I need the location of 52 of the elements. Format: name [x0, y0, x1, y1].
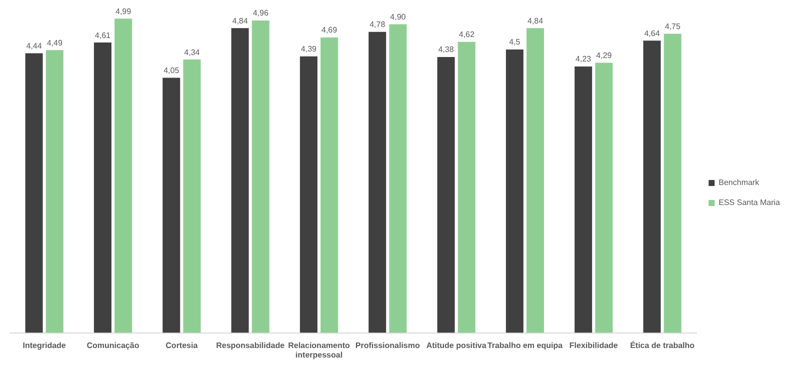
bar: [368, 32, 386, 333]
x-tick-label: Flexibilidade: [569, 340, 618, 350]
bar: [252, 20, 270, 333]
bar: [231, 28, 249, 333]
data-label: 4,84: [232, 16, 248, 26]
data-label: 4,23: [576, 54, 592, 64]
legend-label: Benchmark: [718, 178, 760, 188]
data-label: 4,69: [321, 26, 338, 35]
data-label: 4,34: [184, 48, 200, 57]
x-tick-label: Cortesia: [166, 340, 198, 350]
bar: [437, 57, 455, 333]
data-label: 4,78: [370, 20, 386, 30]
bar: [526, 28, 544, 333]
data-label: 4,99: [116, 6, 132, 16]
data-label: 4,29: [596, 50, 612, 60]
data-label: 4,62: [458, 30, 475, 40]
bar: [46, 50, 64, 333]
data-label: 4,75: [664, 22, 681, 31]
bar: [595, 62, 613, 333]
data-label: 4,84: [527, 16, 544, 26]
bar: [506, 49, 524, 333]
data-label: 4,05: [164, 66, 180, 76]
bar: [643, 40, 661, 333]
x-tick-label: Profissionalismo: [355, 340, 420, 350]
x-tick-label: Integridade: [22, 340, 66, 350]
data-label: 4,39: [300, 44, 318, 54]
bar: [389, 24, 407, 333]
data-label: 4,61: [94, 30, 112, 40]
data-label: 4,96: [252, 8, 269, 18]
x-tick-label: Ética de trabalho: [630, 340, 695, 350]
data-label: 4,44: [26, 41, 42, 50]
bar: [458, 42, 476, 333]
bar: [574, 66, 592, 333]
x-tick-label: Relacionamento interpessoal: [288, 340, 350, 360]
bar: [320, 38, 338, 333]
x-tick-label: Comunicação: [86, 340, 140, 350]
legend-label: ESS Santa Maria: [718, 198, 781, 208]
bar: [162, 78, 180, 333]
x-tick-label: Atitude positiva: [426, 340, 487, 350]
data-label: 4,49: [46, 38, 63, 48]
bar: [114, 18, 132, 333]
data-label: 4,5: [509, 38, 521, 47]
bar: [94, 42, 112, 333]
x-tick-label: Responsabilidade: [216, 340, 286, 350]
bar: [183, 60, 201, 333]
data-label: 4,90: [390, 12, 406, 22]
bar: [300, 56, 318, 333]
data-label: 4,38: [438, 45, 454, 54]
bar: [664, 34, 682, 333]
data-label: 4,64: [644, 28, 660, 38]
bar: [25, 53, 43, 333]
x-tick-label: Trabalho em equipa: [487, 340, 564, 350]
